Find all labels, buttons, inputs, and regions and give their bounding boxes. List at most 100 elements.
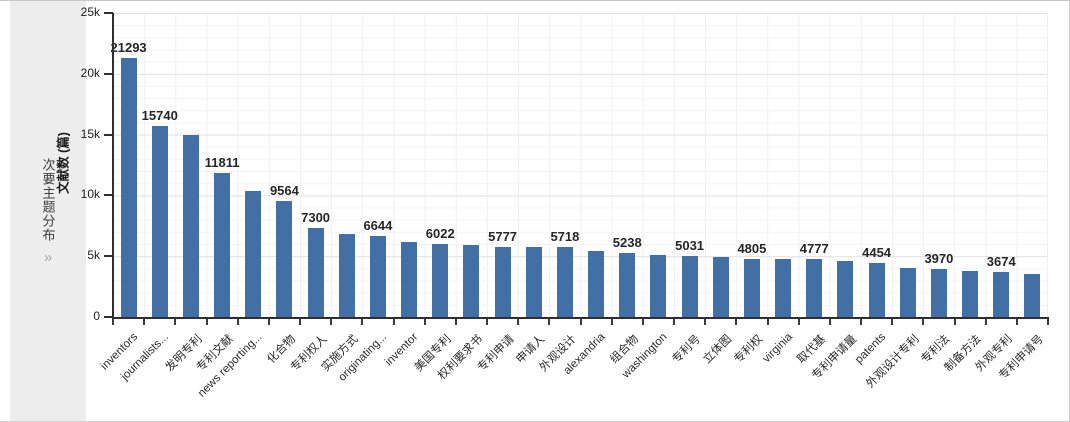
- bar-专利申请量[interactable]: [837, 261, 854, 317]
- x-axis-line: [112, 317, 1049, 319]
- bar-外观专利[interactable]: [993, 272, 1010, 317]
- bar-value-label: 4454: [862, 244, 892, 260]
- bar-value-label: 11811: [204, 155, 240, 171]
- y-axis-tick-label: 10k: [80, 187, 100, 202]
- bar-专利权[interactable]: [743, 258, 760, 317]
- x-axis-tick: [735, 319, 738, 325]
- y-axis-tick-label: 25k: [80, 5, 100, 19]
- x-category-label: 专利权: [732, 333, 766, 367]
- x-category-label: 立体图: [701, 333, 735, 367]
- collapsed-side-panel: 次要主题分布 »: [10, 1, 86, 421]
- x-axis-tick: [953, 319, 956, 325]
- bar-外观设计[interactable]: [556, 247, 573, 317]
- x-axis-tick: [548, 319, 551, 325]
- x-axis-tick: [454, 319, 457, 325]
- bar-value-label: 5238: [612, 235, 642, 251]
- bar-value-label: 6022: [425, 225, 455, 241]
- y-axis-tick: [104, 255, 113, 258]
- bar-value-label: 6644: [363, 218, 393, 234]
- bar-立体图[interactable]: [712, 257, 729, 317]
- bar-专利文献[interactable]: [214, 173, 231, 317]
- bar-专利权人[interactable]: [307, 228, 324, 317]
- x-axis-tick: [610, 319, 613, 325]
- x-axis-tick: [267, 319, 270, 325]
- x-axis-tick: [174, 319, 177, 325]
- y-axis-tick: [104, 316, 113, 318]
- y-axis-line: [112, 13, 114, 317]
- expand-panel-icon[interactable]: »: [43, 248, 53, 266]
- bar-journalists...[interactable]: [151, 125, 168, 317]
- bar-专利申请[interactable]: [494, 246, 511, 317]
- bar-news reporting...[interactable]: [245, 190, 262, 317]
- bar-value-label: 4805: [737, 240, 767, 256]
- bar-inventors[interactable]: [120, 58, 137, 317]
- x-axis-tick: [1015, 319, 1018, 325]
- bar-alexandria[interactable]: [588, 251, 605, 317]
- bar-patents[interactable]: [868, 262, 885, 317]
- bar-value-label: 15740: [141, 107, 178, 123]
- x-axis-tick: [486, 319, 488, 325]
- bar-化合物[interactable]: [276, 200, 293, 317]
- bar-value-label: 9564: [269, 182, 299, 198]
- bar-value-label: 4777: [799, 240, 829, 256]
- bar-组合物[interactable]: [619, 253, 636, 317]
- x-axis-tick: [392, 319, 395, 325]
- bar-制备方法[interactable]: [962, 270, 979, 317]
- x-axis-tick: [361, 319, 364, 325]
- bar-value-label: 5031: [675, 237, 705, 253]
- x-axis-tick: [673, 319, 675, 325]
- y-axis-title: 文献数 (篇): [56, 132, 71, 194]
- bar-value-label: 21293: [110, 40, 147, 56]
- x-axis-tick: [984, 319, 987, 325]
- x-axis-tick: [330, 319, 333, 325]
- bar-取代基[interactable]: [806, 258, 823, 317]
- x-axis-tick: [922, 319, 925, 325]
- bar-美国专利[interactable]: [432, 243, 449, 317]
- bar-washington[interactable]: [650, 254, 667, 317]
- y-axis-tick: [104, 133, 113, 136]
- x-axis-tick: [828, 319, 831, 325]
- x-axis-tick: [860, 319, 862, 325]
- bar-virginia[interactable]: [775, 258, 792, 317]
- x-axis-tick: [143, 319, 146, 325]
- x-category-label: virginia: [760, 331, 795, 366]
- y-axis-tick-label: 5k: [87, 248, 100, 263]
- x-axis-tick: [641, 319, 644, 325]
- x-axis-tick: [704, 319, 707, 325]
- plot-area: 21293 15740 11811 9564 7300 6644 6022 5777 5718 5…: [110, 13, 1048, 317]
- x-axis-tick: [299, 319, 301, 325]
- x-axis-tick: [797, 319, 800, 325]
- x-category-label: 专利号: [670, 333, 704, 367]
- y-axis-tick-label: 0: [93, 309, 100, 323]
- bar-发明专利[interactable]: [182, 134, 199, 317]
- x-axis-tick: [1047, 319, 1049, 325]
- y-axis-tick-label: 15k: [80, 126, 100, 141]
- side-panel-title: 次要主题分布: [40, 157, 56, 242]
- y-axis-tick: [104, 72, 113, 75]
- x-axis-tick: [205, 319, 208, 325]
- bar-value-label: 3970: [924, 250, 954, 266]
- bar-专利法[interactable]: [930, 268, 947, 317]
- bar-专利号[interactable]: [681, 255, 698, 317]
- bar-originating...[interactable]: [369, 236, 386, 317]
- y-axis-tick: [104, 12, 113, 14]
- bar-申请人[interactable]: [525, 247, 542, 317]
- bar-inventor[interactable]: [401, 242, 418, 317]
- y-axis-tick: [104, 194, 113, 197]
- bar-value-label: 5777: [488, 228, 518, 244]
- bar-权利要求书[interactable]: [463, 245, 480, 317]
- bar-外观设计专利[interactable]: [899, 268, 916, 317]
- x-axis-tick: [236, 319, 239, 325]
- x-axis-tick: [112, 319, 114, 325]
- x-axis-tick: [766, 319, 769, 325]
- x-axis-tick: [891, 319, 894, 325]
- x-axis-tick: [423, 319, 426, 325]
- bar-实施方式[interactable]: [338, 234, 355, 317]
- bar-value-label: 5718: [550, 229, 580, 245]
- bar-专利申请号[interactable]: [1024, 274, 1041, 317]
- y-axis-tick-label: 20k: [80, 65, 100, 80]
- x-axis-tick: [517, 319, 520, 325]
- bar-value-label: 3674: [986, 254, 1016, 270]
